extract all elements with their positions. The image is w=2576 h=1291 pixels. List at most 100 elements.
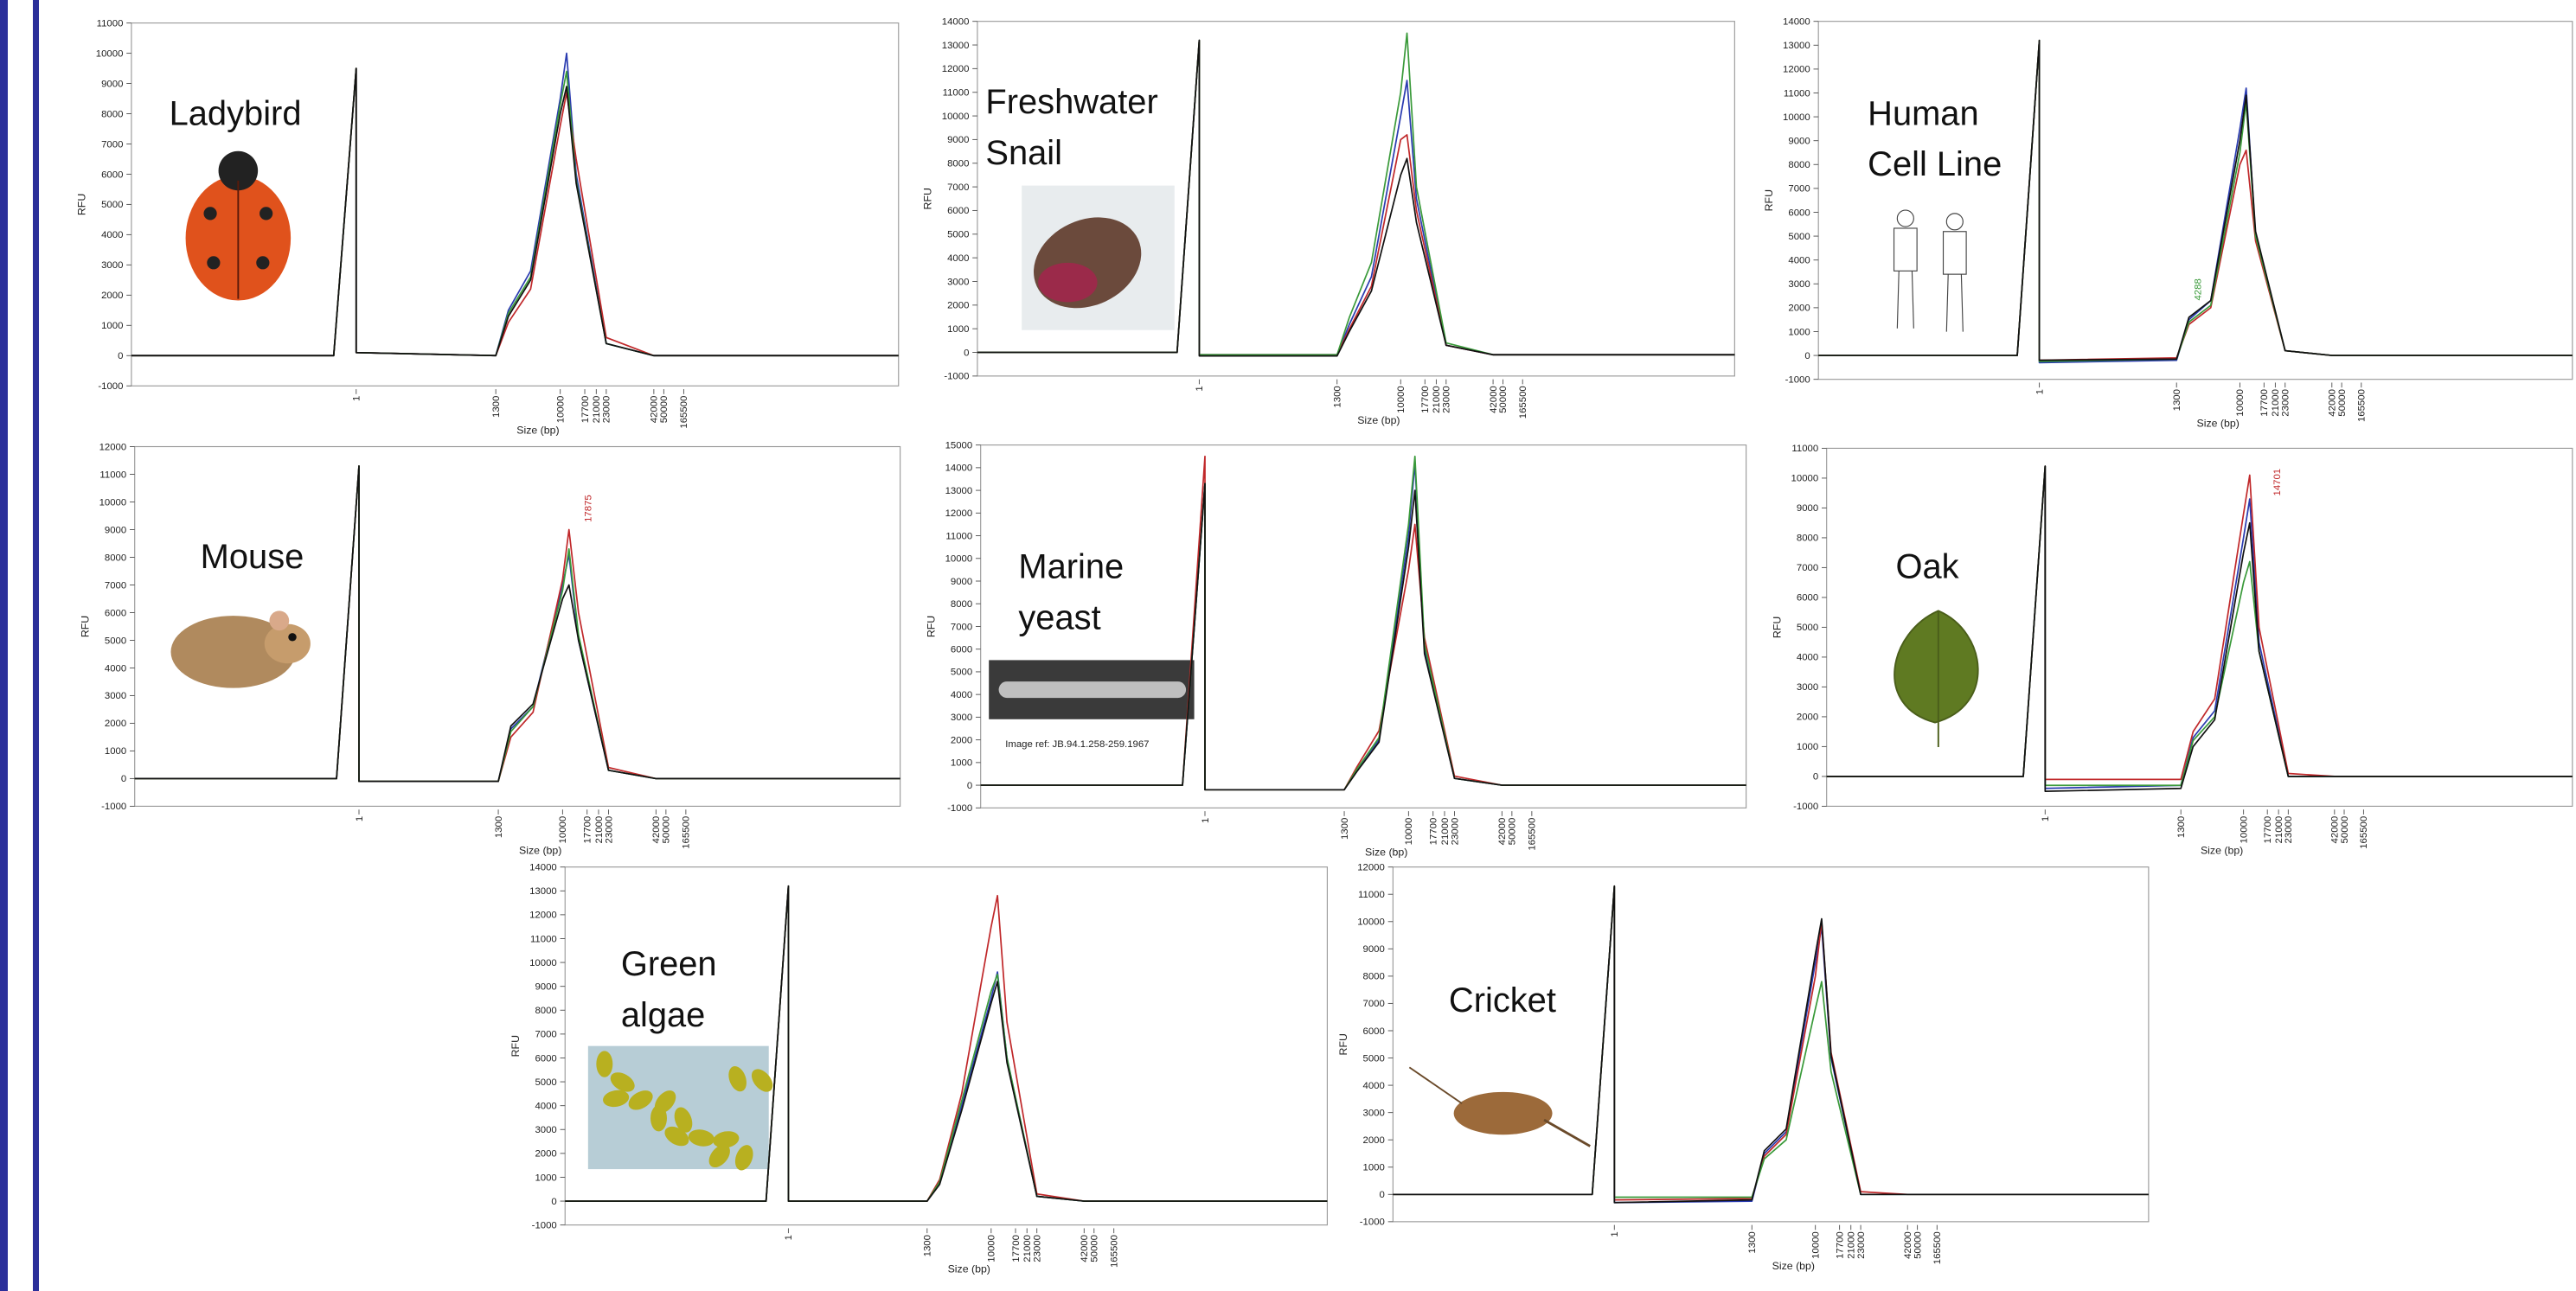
illustration: [650, 1105, 667, 1131]
annotation: 4288: [2194, 278, 2204, 300]
y-tick-label: 8000: [535, 1006, 556, 1016]
x-tick-label: 1300: [1340, 818, 1350, 840]
y-tick-label: 0: [964, 348, 969, 358]
y-axis-label: RFU: [509, 1035, 522, 1057]
x-tick-label: 1: [2041, 816, 2051, 821]
illustration: [203, 207, 216, 220]
y-tick-label: 11000: [99, 470, 126, 480]
chart-title: Oak: [1895, 547, 1958, 585]
y-tick-label: 1000: [1363, 1163, 1385, 1173]
illustration: [269, 610, 289, 630]
y-tick-label: 1000: [105, 746, 126, 757]
y-tick-label: 2000: [947, 301, 969, 311]
page: {"chart_data": [ {"type": "line", "title…: [0, 0, 2576, 1291]
x-tick-label: 42000: [1903, 1231, 1913, 1259]
x-tick-label: 1: [355, 816, 365, 821]
x-tick-label: 17700: [2263, 816, 2273, 844]
x-tick-label: 50000: [1498, 386, 1509, 413]
border-bar: [33, 0, 39, 1291]
y-tick-label: 3000: [951, 713, 972, 723]
y-axis-label: RFU: [1772, 617, 1784, 638]
x-tick-label: 42000: [2328, 389, 2338, 417]
x-tick-label: 17700: [1420, 386, 1431, 413]
y-tick-label: 8000: [105, 553, 126, 563]
x-tick-label: 1: [784, 1235, 794, 1240]
y-tick-label: -1000: [1785, 374, 1810, 385]
x-tick-label: 10000: [555, 396, 566, 424]
y-tick-label: 6000: [535, 1053, 556, 1064]
chart-title: algae: [621, 996, 706, 1034]
y-tick-label: 6000: [951, 644, 972, 655]
y-tick-label: 13000: [1783, 41, 1810, 51]
y-tick-label: 6000: [105, 608, 126, 618]
y-tick-label: 8000: [1788, 160, 1810, 170]
chart-title: Marine: [1018, 547, 1124, 585]
y-tick-label: 8000: [101, 109, 123, 119]
x-tick-label: 42000: [650, 396, 660, 424]
y-tick-label: 9000: [951, 577, 972, 587]
illustration: [1454, 1092, 1553, 1134]
x-tick-label: 1300: [923, 1235, 933, 1256]
x-tick-label: 21000: [1022, 1235, 1033, 1262]
y-tick-label: 2000: [1797, 713, 1818, 723]
x-tick-label: 21000: [594, 816, 605, 844]
y-tick-label: 4000: [951, 690, 972, 700]
y-tick-label: 5000: [1797, 623, 1818, 633]
y-tick-label: 7000: [951, 622, 972, 632]
x-tick-label: 17700: [583, 816, 593, 844]
x-tick-label: 165500: [2357, 389, 2368, 422]
y-tick-label: 10000: [1783, 112, 1810, 123]
y-tick-label: 8000: [947, 159, 969, 169]
x-tick-label: 17700: [1428, 818, 1439, 846]
y-tick-label: 12000: [1357, 862, 1385, 872]
y-axis-label: RFU: [926, 616, 938, 637]
x-tick-label: 165500: [1528, 818, 1538, 851]
illustration: [596, 1051, 612, 1077]
x-tick-label: 10000: [1404, 818, 1414, 846]
x-tick-label: 23000: [602, 396, 612, 424]
chart-title: Ladybird: [170, 94, 302, 132]
y-tick-label: 5000: [1363, 1053, 1385, 1064]
x-tick-label: 17700: [2259, 389, 2270, 417]
y-tick-label: 15000: [945, 440, 973, 451]
y-tick-label: 9000: [1363, 944, 1385, 955]
border-bar: [0, 0, 8, 1291]
x-tick-label: 1300: [1333, 386, 1343, 407]
y-tick-label: 11000: [945, 531, 972, 541]
x-tick-label: 10000: [558, 816, 568, 844]
annotation: Image ref: JB.94.1.258-259.1967: [1005, 739, 1149, 750]
y-tick-label: 2000: [1788, 304, 1810, 314]
y-tick-label: 7000: [947, 182, 969, 193]
y-tick-label: 8000: [951, 599, 972, 610]
y-tick-label: 0: [1804, 351, 1810, 361]
y-tick-label: 7000: [1788, 184, 1810, 195]
x-tick-label: 23000: [2284, 816, 2294, 844]
chart-title: Mouse: [201, 538, 304, 576]
illustration: [288, 633, 296, 641]
y-tick-label: 5000: [105, 636, 126, 646]
x-tick-label: 50000: [1090, 1235, 1100, 1262]
y-tick-label: 0: [118, 351, 123, 361]
y-tick-label: 4000: [1797, 653, 1818, 663]
y-tick-label: 5000: [951, 668, 972, 678]
x-tick-label: 21000: [2271, 389, 2281, 417]
y-axis-label: RFU: [922, 188, 934, 209]
x-axis-label: Size (bp): [516, 424, 559, 436]
y-tick-label: 4000: [535, 1101, 556, 1111]
x-tick-label: 1: [1610, 1231, 1620, 1237]
x-tick-label: 21000: [1432, 386, 1442, 413]
y-tick-label: 10000: [942, 112, 970, 122]
x-tick-label: 1300: [494, 816, 504, 838]
x-tick-label: 23000: [1032, 1235, 1042, 1262]
x-tick-label: 23000: [1856, 1231, 1867, 1259]
y-tick-label: 10000: [99, 497, 127, 508]
y-tick-label: 14000: [942, 16, 970, 27]
y-tick-label: 9000: [1797, 503, 1818, 514]
y-tick-label: 14000: [1783, 16, 1810, 27]
chart-title: Freshwater: [985, 83, 1157, 121]
y-tick-label: 1000: [1788, 327, 1810, 337]
x-tick-label: 10000: [987, 1235, 997, 1262]
y-tick-label: -1000: [101, 802, 126, 812]
x-tick-label: 23000: [1442, 386, 1452, 413]
y-tick-label: 6000: [1788, 208, 1810, 218]
